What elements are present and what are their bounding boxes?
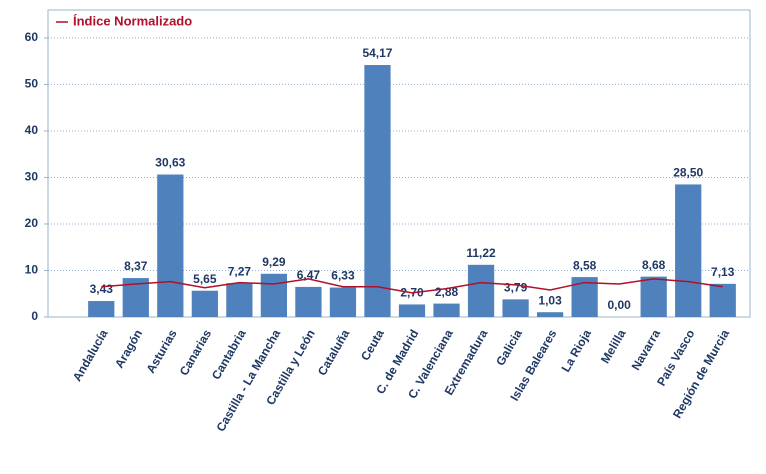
- data-label: 7,13: [711, 265, 735, 279]
- data-label: 3,79: [504, 281, 528, 295]
- data-label: 0,00: [607, 298, 631, 312]
- data-label: 1,03: [538, 293, 562, 307]
- data-label: 54,17: [362, 46, 392, 60]
- data-label: 11,22: [466, 246, 496, 260]
- x-tick-label: Melilla: [598, 327, 629, 366]
- bar: [709, 283, 736, 317]
- data-label: 6,33: [331, 269, 355, 283]
- data-label: 6,47: [297, 268, 321, 282]
- x-tick-label: Navarra: [629, 327, 664, 373]
- bar: [502, 299, 529, 317]
- x-tick-label: Canarias: [177, 327, 215, 378]
- bar: [640, 276, 667, 317]
- data-label: 28,50: [673, 166, 703, 180]
- data-label: 7,27: [228, 264, 252, 278]
- bar: [675, 184, 702, 317]
- x-tick-label: Cantabria: [209, 327, 249, 382]
- y-tick-label: 0: [31, 309, 38, 323]
- bar: [295, 286, 322, 317]
- x-tick-label: Asturias: [144, 327, 180, 376]
- data-label: 8,68: [642, 258, 666, 272]
- y-tick-label: 20: [25, 216, 39, 230]
- bar: [157, 174, 184, 317]
- bar: [88, 301, 115, 317]
- bar: [329, 287, 357, 317]
- x-tick-label: Ceuta: [358, 327, 387, 363]
- data-label: 5,65: [193, 272, 217, 286]
- data-label: 9,29: [262, 255, 286, 269]
- bar: [433, 303, 460, 317]
- y-tick-label: 50: [25, 77, 39, 91]
- data-label: 30,63: [155, 156, 185, 170]
- bar: [364, 65, 391, 317]
- x-tick-label: Castilla - La Mancha: [213, 327, 283, 434]
- bar: [536, 312, 564, 317]
- data-label: 8,58: [573, 258, 597, 272]
- x-tick-label: Andalucía: [70, 327, 111, 384]
- x-tick-label: La Rioja: [559, 327, 595, 375]
- bar: [467, 264, 495, 317]
- y-tick-label: 30: [25, 170, 39, 184]
- bar: [398, 304, 426, 317]
- legend-label: Índice Normalizado: [73, 13, 192, 28]
- line-series: [101, 278, 723, 294]
- data-label: 3,43: [90, 282, 114, 296]
- x-tick-label: Galicia: [493, 327, 525, 368]
- x-tick-label: Cataluña: [315, 327, 353, 378]
- data-label: 8,37: [124, 259, 148, 273]
- y-tick-label: 10: [25, 263, 39, 277]
- x-tick-label: Aragón: [112, 327, 145, 370]
- bar: [260, 273, 288, 317]
- bar: [191, 290, 218, 317]
- y-tick-label: 40: [25, 123, 39, 137]
- y-tick-label: 60: [25, 30, 39, 44]
- bar: [226, 283, 253, 317]
